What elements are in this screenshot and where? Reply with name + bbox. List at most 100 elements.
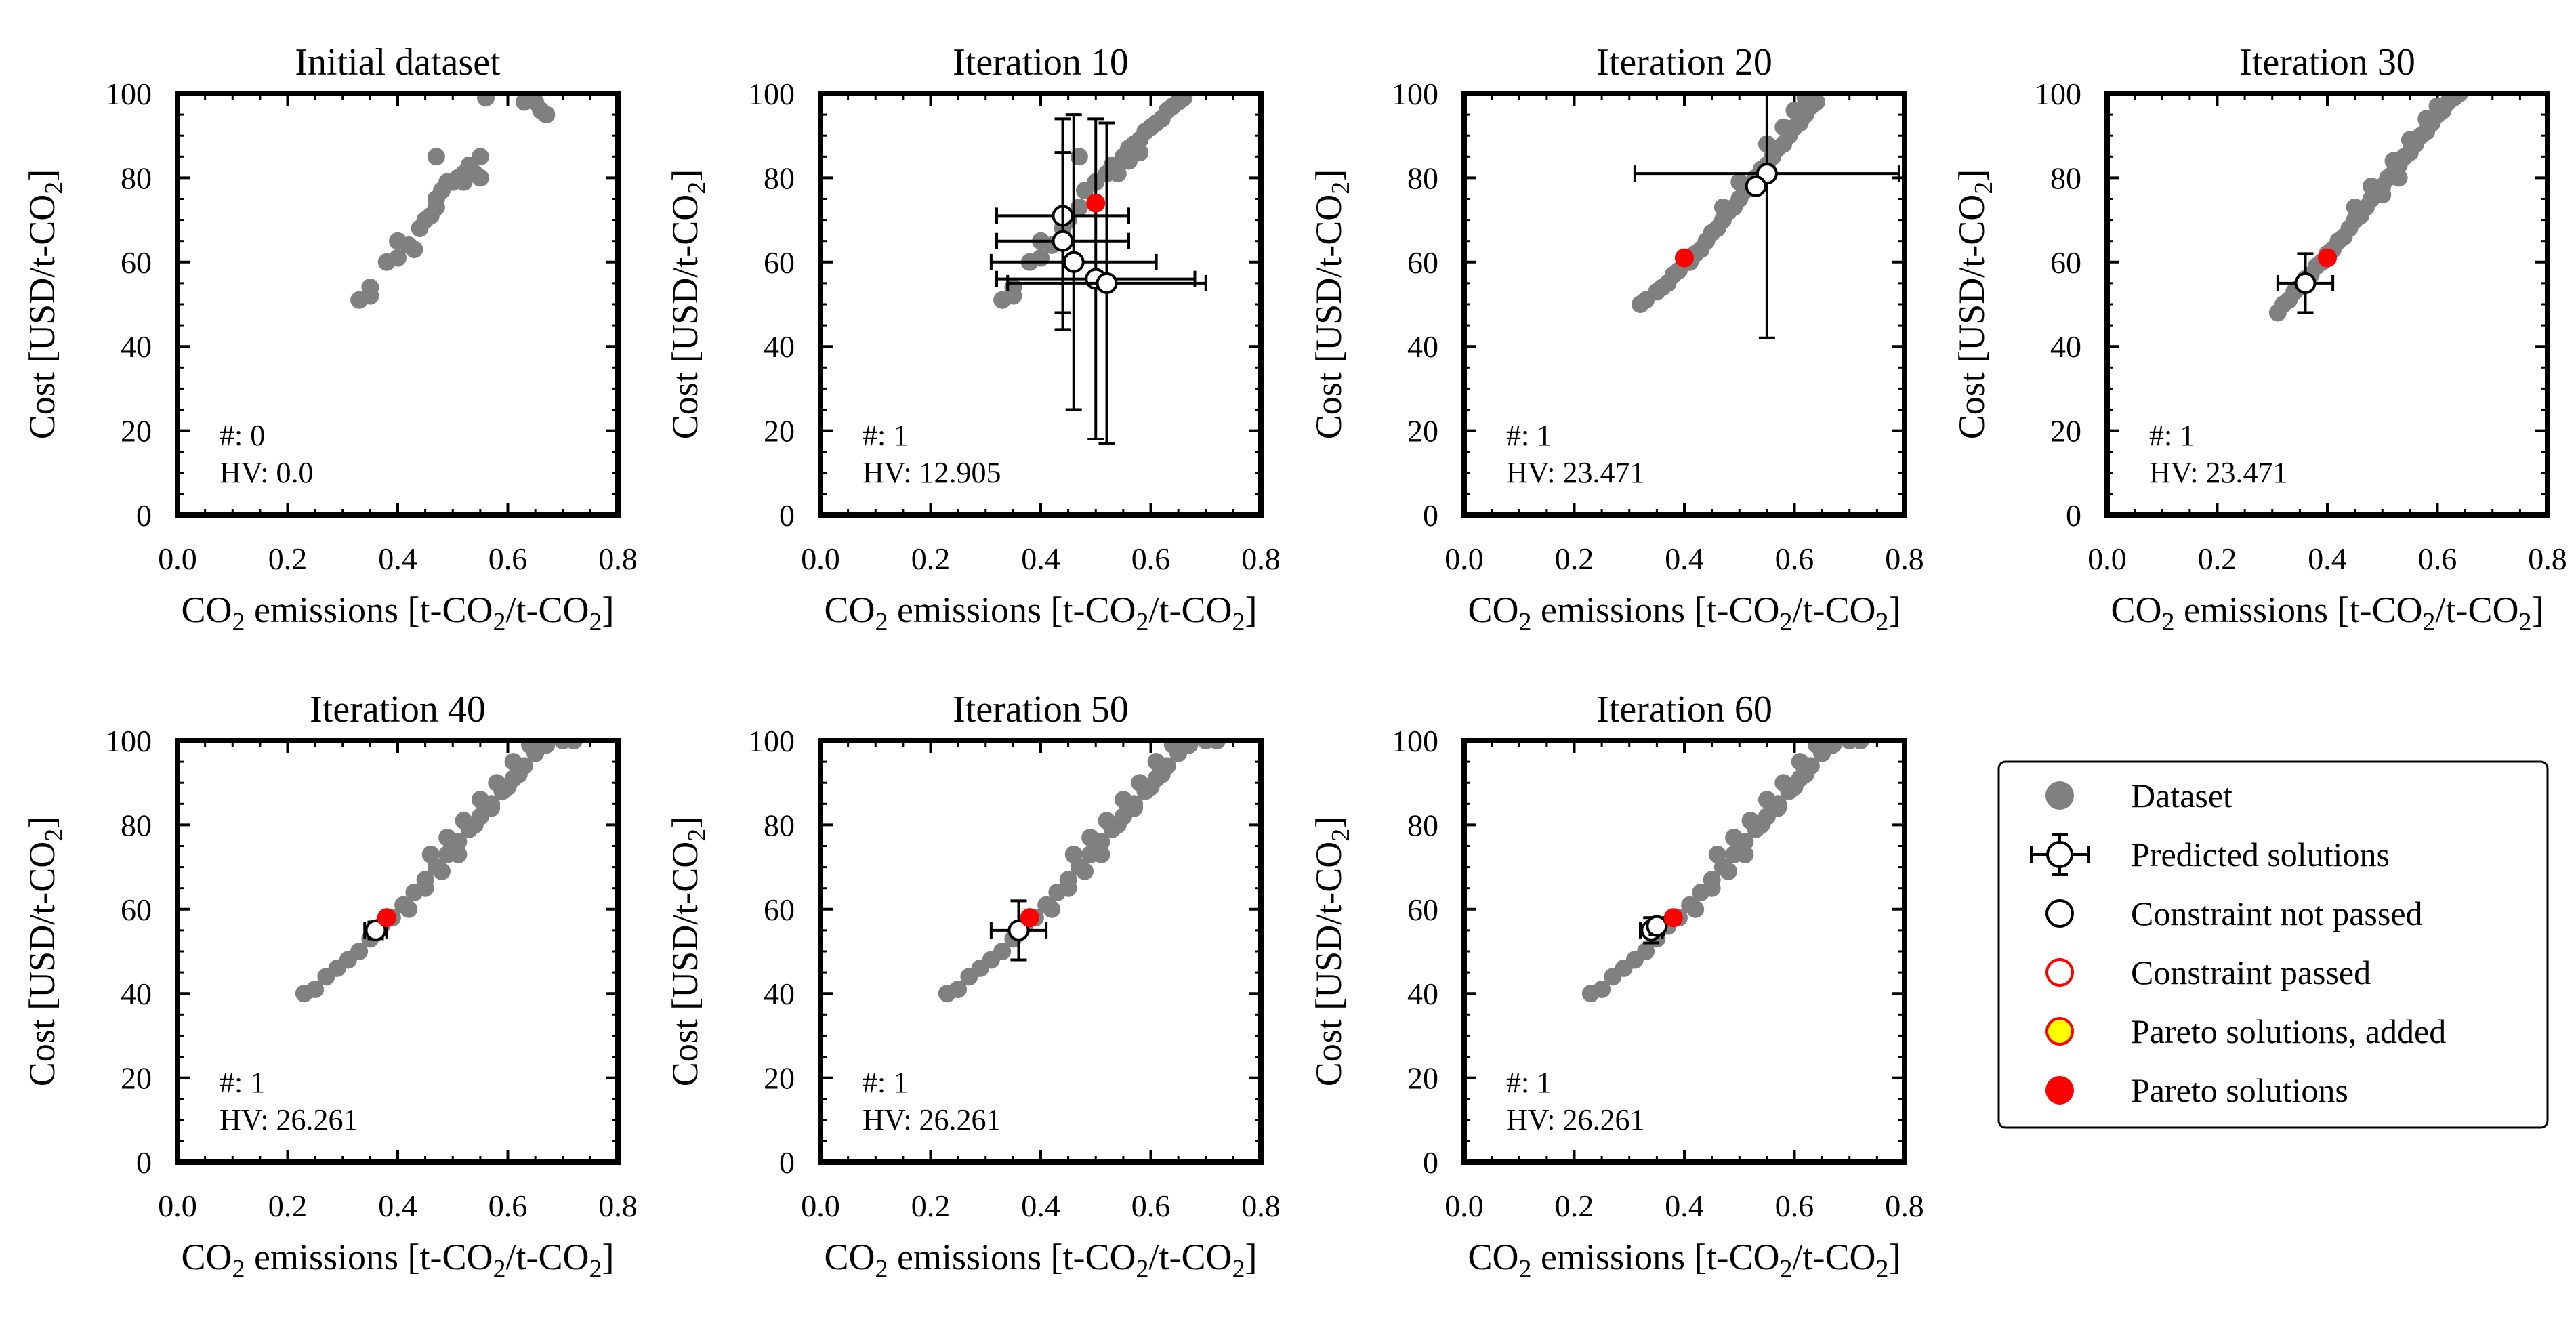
pareto-icon: [2045, 1076, 2074, 1105]
subplot-0: Initial dataset 0.0 0.2 0.4 0.6 0.8 0 20 40 60 80 1…: [22, 41, 638, 636]
pareto-point: [1020, 908, 1039, 928]
dataset-point: [1064, 845, 1083, 863]
x-tick-label: 0.0: [1445, 1189, 1484, 1223]
x-axis-label: CO2 emissions [t-CO2/t-CO2]: [2111, 590, 2543, 636]
pareto-added-icon: [2045, 1017, 2074, 1046]
subplot-title: Iteration 30: [2239, 41, 2415, 83]
x-tick-label: 0.2: [2198, 541, 2237, 576]
x-tick-label: 0.8: [598, 1189, 638, 1223]
hv-annotation: HV: 0.0: [220, 456, 314, 489]
y-tick-label: 100: [1392, 77, 1438, 111]
dataset-point: [510, 765, 528, 783]
x-axis-label: CO2 emissions [t-CO2/t-CO2]: [181, 1237, 614, 1283]
y-tick-label: 100: [748, 724, 795, 758]
x-tick-label: 0.2: [1555, 1189, 1594, 1223]
legend-label: Dataset: [2131, 777, 2232, 814]
count-annotation: #: 1: [2149, 419, 2195, 452]
y-tick-label: 20: [764, 414, 795, 449]
dataset-point: [1092, 845, 1110, 863]
y-axis-label: Cost [USD/t-CO2]: [1308, 169, 1355, 440]
x-tick-label: 0.6: [1131, 1189, 1171, 1223]
dataset-point: [1081, 829, 1100, 847]
pareto-point: [1663, 908, 1683, 928]
predicted-marker: [365, 919, 387, 941]
y-tick-label: 0: [136, 1145, 152, 1180]
x-tick-label: 0.0: [158, 1189, 197, 1223]
predicted-solution: [363, 919, 388, 941]
dataset-marker-icon: [2045, 781, 2074, 810]
predicted-marker: [2294, 272, 2317, 294]
dataset-point: [537, 106, 556, 124]
predicted-marker: [1096, 272, 1118, 294]
dataset-point: [1730, 173, 1749, 191]
subplot-6: Iteration 60 0.0 0.2 0.4 0.6 0.8 0 20 40 60 80 100 #…: [1308, 688, 1924, 1283]
dataset-point: [499, 778, 517, 796]
y-tick-label: 100: [1392, 724, 1438, 758]
dataset-point: [2428, 97, 2447, 115]
hv-annotation: HV: 12.905: [863, 456, 1001, 489]
dataset-point: [465, 816, 484, 834]
dataset-point: [1703, 879, 1721, 897]
dataset-point: [1808, 741, 1825, 754]
y-tick-label: 60: [121, 245, 152, 280]
dataset-point: [1774, 118, 1793, 136]
plot-frame: [818, 738, 1264, 1165]
subplot-3: Iteration 30 0.0 0.2 0.4 0.6 0.8 0 20 40 60 80 100 #…: [1951, 41, 2567, 636]
dataset-point: [1637, 943, 1655, 960]
predicted-solution: [1006, 121, 1207, 445]
data-layer: [938, 741, 1226, 1003]
x-tick-label: 0.2: [911, 1189, 951, 1223]
dataset-point: [1131, 144, 1149, 162]
predicted-solution: [1633, 94, 1900, 339]
x-tick-label: 0.0: [1445, 541, 1484, 576]
x-tick-label: 0.2: [268, 1189, 308, 1223]
dataset-point: [1152, 765, 1171, 783]
x-tick-label: 0.0: [801, 1189, 840, 1223]
dataset-point: [949, 980, 968, 998]
y-tick-label: 60: [764, 245, 795, 280]
x-tick-label: 0.6: [1775, 541, 1814, 576]
y-tick-label: 0: [779, 498, 795, 533]
count-annotation: #: 1: [1506, 419, 1552, 452]
y-tick-label: 80: [121, 808, 152, 842]
count-annotation: #: 1: [1506, 1066, 1552, 1099]
pareto-point: [1086, 193, 1106, 213]
dataset-point: [306, 980, 325, 998]
hv-annotation: HV: 23.471: [2149, 456, 2288, 489]
y-tick-label: 40: [121, 329, 152, 364]
dataset-point: [482, 799, 501, 817]
y-tick-label: 40: [2050, 329, 2081, 364]
dataset-point: [1076, 862, 1094, 880]
dataset-point: [2390, 169, 2408, 187]
subplot-1: Iteration 10 0.0 0.2 0.4 0.6 0.8 0 20 40 60 80 100 #…: [665, 41, 1281, 636]
dataset-point: [1720, 862, 1737, 880]
x-tick-label: 0.6: [489, 1189, 528, 1223]
y-tick-label: 20: [1407, 1061, 1438, 1096]
dataset-point: [1785, 101, 1804, 119]
plot-frame: [175, 738, 621, 1165]
y-tick-label: 40: [1407, 976, 1438, 1011]
y-tick-label: 20: [121, 414, 152, 449]
dataset-point: [438, 829, 457, 847]
y-tick-label: 60: [1407, 245, 1438, 280]
legend-item: Constraint passed: [2045, 953, 2371, 991]
dataset-point: [350, 943, 369, 960]
dataset-point: [1180, 741, 1199, 754]
x-axis-label: CO2 emissions [t-CO2/t-CO2]: [1468, 590, 1900, 636]
dataset-point: [1785, 778, 1804, 796]
dataset-point: [1175, 94, 1193, 107]
x-tick-label: 0.0: [158, 541, 197, 576]
dataset-point: [537, 741, 556, 754]
y-tick-label: 40: [764, 976, 795, 1011]
x-tick-label: 0.2: [268, 541, 308, 576]
constraint-not-passed-icon: [2045, 899, 2074, 928]
dataset-point: [2417, 110, 2436, 128]
y-tick-label: 80: [1407, 808, 1438, 842]
y-tick-label: 100: [748, 77, 795, 111]
y-tick-label: 100: [105, 77, 152, 111]
dataset-point: [405, 241, 423, 259]
x-axis-label: CO2 emissions [t-CO2/t-CO2]: [824, 1237, 1257, 1283]
subplot-title: Iteration 50: [953, 688, 1129, 730]
subplot-5: Iteration 50 0.0 0.2 0.4 0.6 0.8 0 20 40 60 80 100 #…: [665, 688, 1281, 1283]
x-tick-label: 0.8: [1241, 1189, 1281, 1223]
